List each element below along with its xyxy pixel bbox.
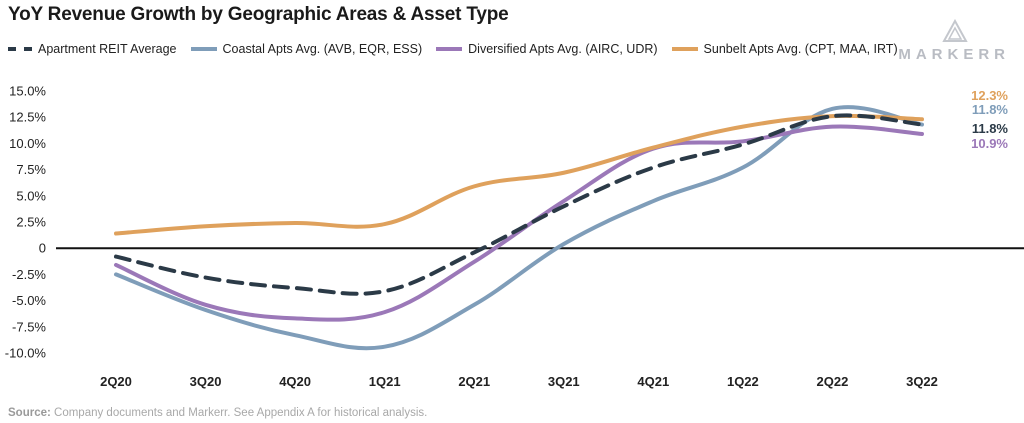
legend-swatch-diversified [436,47,463,51]
y-tick-label: 2.5% [16,215,46,230]
end-label-apartment: 11.8% [972,121,1009,136]
legend-item-sunbelt: Sunbelt Apts Avg. (CPT, MAA, IRT) [671,42,898,56]
chart-title: YoY Revenue Growth by Geographic Areas &… [8,4,509,25]
source-label: Source: [8,407,51,419]
legend-label-sunbelt: Sunbelt Apts Avg. (CPT, MAA, IRT) [703,42,898,56]
markerr-logo-text: MARKERR [898,46,1010,63]
y-tick-label: -7.5% [12,319,46,334]
source-note: Source: Company documents and Markerr. S… [8,407,427,419]
chart-legend: Apartment REIT Average Coastal Apts Avg.… [8,42,898,56]
legend-item-apartment: Apartment REIT Average [8,42,177,56]
series-line-sunbelt [114,113,924,236]
legend-swatch-coastal [190,47,217,51]
y-tick-label: -10.0% [5,346,47,361]
y-tick-label: 15.0% [9,84,46,99]
end-labels: 12.3%11.8%11.8%10.9% [971,88,1008,151]
legend-label-apartment: Apartment REIT Average [38,42,177,56]
x-tick-label: 2Q20 [100,374,132,389]
x-tick-label: 1Q21 [369,374,401,389]
end-label-diversified: 10.9% [971,136,1008,151]
end-label-sunbelt: 12.3% [971,88,1008,103]
legend-label-diversified: Diversified Apts Avg. (AIRC, UDR) [468,42,658,56]
x-tick-label: 2Q21 [458,374,490,389]
legend-item-coastal: Coastal Apts Avg. (AVB, EQR, ESS) [190,42,423,56]
y-tick-label: -5.0% [12,293,46,308]
y-tick-label: -2.5% [12,267,46,282]
markerr-logo-icon [942,19,968,42]
legend-label-coastal: Coastal Apts Avg. (AVB, EQR, ESS) [222,42,423,56]
end-label-coastal: 11.8% [972,102,1009,117]
y-tick-label: 12.5% [9,110,46,125]
series-lines [114,105,924,351]
x-tick-label: 4Q21 [637,374,669,389]
x-tick-label: 3Q21 [548,374,580,389]
y-tick-label: 0 [39,241,46,256]
x-tick-label: 1Q22 [727,374,759,389]
x-tick-label: 3Q20 [190,374,222,389]
y-tick-label: 7.5% [16,162,46,177]
y-tick-label: 5.0% [16,188,46,203]
legend-item-diversified: Diversified Apts Avg. (AIRC, UDR) [436,42,658,56]
y-tick-label: 10.0% [9,136,46,151]
y-axis-ticks: 15.0% 12.5% 10.0% 7.5% 5.0% 2.5% 0 -2.5% -5.0% -7… [5,84,47,361]
legend-swatch-sunbelt [671,47,698,51]
x-axis-ticks: 2Q20 3Q20 4Q20 1Q21 2Q21 3Q21 4Q21 1Q22 2Q22 3Q22 [100,374,938,389]
x-tick-label: 4Q20 [279,374,311,389]
series-line-apartment [114,113,924,296]
x-tick-label: 3Q22 [906,374,938,389]
legend-swatch-apartment [8,47,32,51]
source-text: Company documents and Markerr. See Appen… [50,407,428,419]
x-tick-label: 2Q22 [817,374,849,389]
